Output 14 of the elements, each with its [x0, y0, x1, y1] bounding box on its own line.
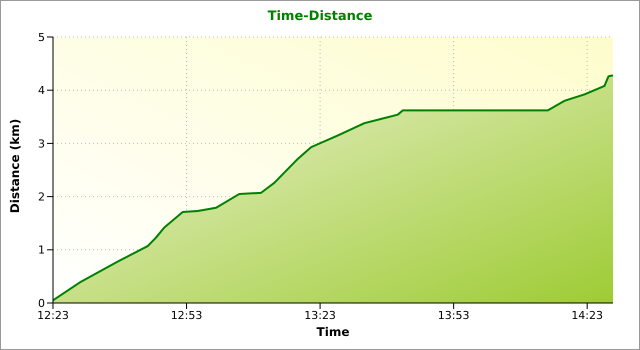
x-tick-label: 13:23	[304, 308, 336, 322]
x-tick-label: 12:53	[170, 308, 202, 322]
y-tick-label: 3	[38, 137, 45, 150]
y-tick-label: 0	[38, 296, 45, 310]
x-axis-title: Time	[316, 325, 350, 339]
x-tick-label: 13:53	[438, 308, 470, 322]
y-tick-label: 5	[38, 30, 45, 44]
y-tick-label: 2	[38, 190, 45, 204]
y-tick-label: 1	[38, 244, 45, 257]
chart-title: Time-Distance	[266, 9, 374, 24]
x-tick-label: 14:23	[571, 308, 604, 322]
y-tick-label: 4	[38, 84, 45, 98]
y-axis-title: Distance (km)	[8, 118, 22, 214]
x-tick-label: 12:23	[37, 308, 69, 322]
